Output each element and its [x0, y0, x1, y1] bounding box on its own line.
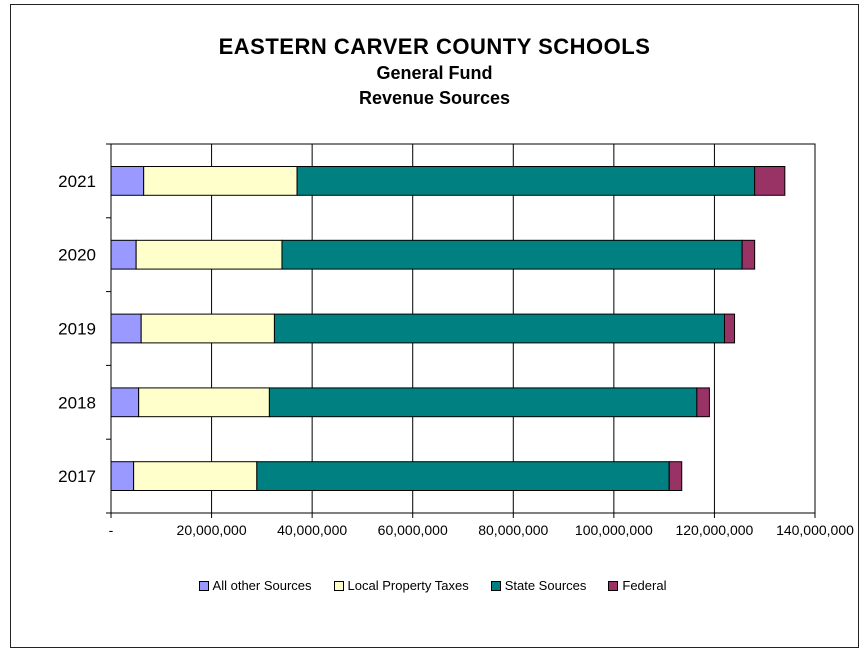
x-tick-label: 40,000,000: [277, 522, 347, 538]
bar-segment: [135, 239, 283, 270]
x-tick-label: 60,000,000: [378, 522, 448, 538]
chart-legend: All other Sources Local Property Taxes Sta…: [0, 578, 865, 593]
bar-segment: [668, 461, 683, 491]
legend-item: Federal: [608, 578, 666, 593]
y-category-label: 2020: [58, 246, 96, 265]
x-tick-label: 100,000,000: [575, 522, 653, 538]
x-tick-label: 120,000,000: [675, 522, 753, 538]
bar-segment: [296, 166, 756, 196]
legend-label: State Sources: [504, 578, 587, 593]
y-category-label: 2017: [58, 467, 96, 486]
x-tick-label: 20,000,000: [177, 522, 247, 538]
legend-swatch: [608, 580, 619, 591]
bar-segment: [110, 313, 142, 344]
chart-subtitle-fund: General Fund: [376, 63, 493, 83]
x-tick-label: 80,000,000: [478, 522, 548, 538]
y-category-label: 2019: [58, 320, 96, 339]
bar-segment: [754, 166, 786, 196]
legend-item: All other Sources: [198, 578, 312, 593]
legend-label: Federal: [622, 578, 667, 593]
bar-segment: [741, 239, 756, 270]
legend-swatch: [490, 580, 501, 591]
bar-segment: [110, 387, 140, 418]
bar-segment: [110, 461, 135, 491]
bar-segment: [110, 239, 137, 270]
bar-segment: [110, 166, 145, 196]
bar-segment: [140, 313, 275, 344]
legend-item: State Sources: [490, 578, 587, 593]
chart-subtitle-revenue: Revenue Sources: [358, 88, 511, 108]
bar-segment: [143, 166, 298, 196]
legend-swatch: [198, 580, 209, 591]
y-category-label: 2018: [58, 393, 96, 412]
bar-segment: [273, 313, 725, 344]
x-tick-label: -: [109, 522, 114, 538]
legend-label: Local Property Taxes: [347, 578, 469, 593]
legend-label: All other Sources: [212, 578, 312, 593]
legend-swatch: [333, 580, 344, 591]
bar-segment: [133, 461, 258, 491]
bar-segment: [696, 387, 710, 418]
x-tick-label: 140,000,000: [776, 522, 854, 538]
bar-segment: [256, 461, 670, 491]
bar-segment: [138, 387, 270, 418]
bar-segment: [723, 313, 736, 344]
legend-item: Local Property Taxes: [333, 578, 469, 593]
chart-title: EASTERN CARVER COUNTY SCHOOLS: [218, 34, 651, 59]
bar-segment: [268, 387, 698, 418]
y-category-label: 2021: [58, 172, 96, 191]
bar-segment: [281, 239, 743, 270]
